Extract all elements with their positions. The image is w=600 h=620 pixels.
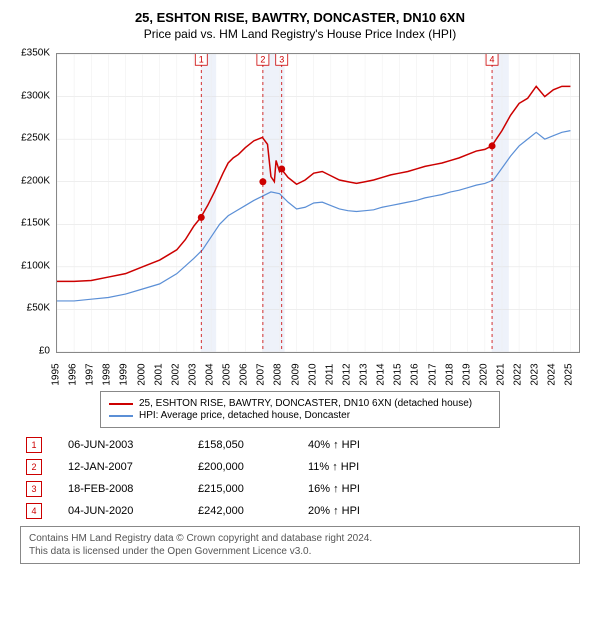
transaction-price: £200,000 bbox=[198, 461, 308, 473]
y-axis-tick: £150K bbox=[10, 218, 50, 229]
transaction-row: 1 06-JUN-2003£158,05040% ↑ HPI bbox=[20, 434, 580, 456]
x-axis-tick: 2006 bbox=[239, 360, 250, 390]
x-axis-tick: 2005 bbox=[222, 360, 233, 390]
x-axis-tick: 2022 bbox=[513, 360, 524, 390]
x-axis-tick: 2024 bbox=[547, 360, 558, 390]
x-axis-tick: 2018 bbox=[444, 360, 455, 390]
svg-text:4: 4 bbox=[490, 54, 495, 64]
x-axis-tick: 1995 bbox=[51, 360, 62, 390]
x-axis-tick: 2019 bbox=[461, 360, 472, 390]
svg-text:3: 3 bbox=[279, 54, 284, 64]
transaction-pct: 11% ↑ HPI bbox=[308, 461, 428, 473]
y-axis-tick: £50K bbox=[10, 303, 50, 314]
chart-title-1: 25, ESHTON RISE, BAWTRY, DONCASTER, DN10… bbox=[10, 10, 590, 25]
transaction-pct: 16% ↑ HPI bbox=[308, 483, 428, 495]
legend-swatch bbox=[109, 415, 133, 417]
x-axis-tick: 2009 bbox=[290, 360, 301, 390]
x-axis-tick: 2017 bbox=[427, 360, 438, 390]
y-axis-tick: £100K bbox=[10, 260, 50, 271]
chart-title-2: Price paid vs. HM Land Registry's House … bbox=[10, 27, 590, 41]
x-axis-tick: 1998 bbox=[102, 360, 113, 390]
x-axis-tick: 2007 bbox=[256, 360, 267, 390]
svg-text:1: 1 bbox=[199, 54, 204, 64]
x-axis-tick: 2002 bbox=[170, 360, 181, 390]
x-axis-tick: 2003 bbox=[187, 360, 198, 390]
transaction-row: 2 12-JAN-2007£200,00011% ↑ HPI bbox=[20, 456, 580, 478]
svg-text:2: 2 bbox=[260, 54, 265, 64]
chart-area: 1 2 3 4 £0 £50K £100K £150K £200K £250K £300K £350… bbox=[10, 47, 590, 387]
transaction-date: 06-JUN-2003 bbox=[68, 439, 198, 451]
y-axis-tick: £250K bbox=[10, 133, 50, 144]
x-axis-tick: 2012 bbox=[341, 360, 352, 390]
footer-line: This data is licensed under the Open Gov… bbox=[29, 545, 571, 558]
legend-swatch bbox=[109, 403, 133, 405]
legend: 25, ESHTON RISE, BAWTRY, DONCASTER, DN10… bbox=[100, 391, 500, 428]
transaction-marker: 1 bbox=[26, 437, 42, 453]
x-axis-tick: 2025 bbox=[564, 360, 575, 390]
x-axis-tick: 2001 bbox=[153, 360, 164, 390]
plot-border: 1 2 3 4 bbox=[56, 53, 580, 353]
legend-item: HPI: Average price, detached house, Donc… bbox=[109, 410, 491, 421]
y-axis-tick: £200K bbox=[10, 175, 50, 186]
x-axis-tick: 2016 bbox=[410, 360, 421, 390]
transaction-row: 3 18-FEB-2008£215,00016% ↑ HPI bbox=[20, 478, 580, 500]
x-axis-tick: 2013 bbox=[359, 360, 370, 390]
transaction-marker: 4 bbox=[26, 503, 42, 519]
y-axis-tick: £300K bbox=[10, 90, 50, 101]
transaction-price: £242,000 bbox=[198, 505, 308, 517]
transaction-price: £158,050 bbox=[198, 439, 308, 451]
transaction-row: 4 04-JUN-2020£242,00020% ↑ HPI bbox=[20, 500, 580, 522]
transaction-date: 04-JUN-2020 bbox=[68, 505, 198, 517]
transaction-date: 12-JAN-2007 bbox=[68, 461, 198, 473]
y-axis-tick: £0 bbox=[10, 346, 50, 357]
transaction-pct: 40% ↑ HPI bbox=[308, 439, 428, 451]
x-axis-tick: 1996 bbox=[68, 360, 79, 390]
x-axis-tick: 2000 bbox=[136, 360, 147, 390]
y-axis-tick: £350K bbox=[10, 48, 50, 59]
x-axis-tick: 2021 bbox=[495, 360, 506, 390]
transaction-price: £215,000 bbox=[198, 483, 308, 495]
x-axis-tick: 2008 bbox=[273, 360, 284, 390]
x-axis-tick: 2014 bbox=[376, 360, 387, 390]
x-axis-tick: 2015 bbox=[393, 360, 404, 390]
x-axis-tick: 2023 bbox=[530, 360, 541, 390]
legend-label: 25, ESHTON RISE, BAWTRY, DONCASTER, DN10… bbox=[139, 398, 472, 409]
plot-svg: 1 2 3 4 bbox=[57, 54, 579, 352]
x-axis-tick: 2004 bbox=[205, 360, 216, 390]
transactions-table: 1 06-JUN-2003£158,05040% ↑ HPI 2 12-JAN-200… bbox=[20, 434, 580, 522]
transaction-marker: 3 bbox=[26, 481, 42, 497]
transaction-pct: 20% ↑ HPI bbox=[308, 505, 428, 517]
transaction-date: 18-FEB-2008 bbox=[68, 483, 198, 495]
footer-line: Contains HM Land Registry data © Crown c… bbox=[29, 532, 571, 545]
x-axis-tick: 2010 bbox=[307, 360, 318, 390]
x-axis-tick: 1997 bbox=[85, 360, 96, 390]
legend-item: 25, ESHTON RISE, BAWTRY, DONCASTER, DN10… bbox=[109, 398, 491, 409]
x-axis-tick: 2011 bbox=[324, 360, 335, 390]
transaction-marker: 2 bbox=[26, 459, 42, 475]
x-axis-tick: 1999 bbox=[119, 360, 130, 390]
legend-label: HPI: Average price, detached house, Donc… bbox=[139, 410, 350, 421]
x-axis-tick: 2020 bbox=[478, 360, 489, 390]
footer-attribution: Contains HM Land Registry data © Crown c… bbox=[20, 526, 580, 564]
